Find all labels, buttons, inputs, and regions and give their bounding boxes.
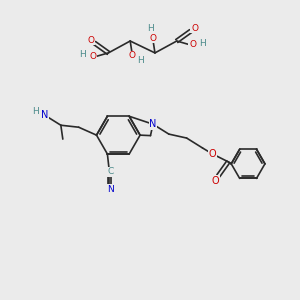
Text: O: O: [208, 149, 216, 159]
Text: O: O: [87, 35, 94, 44]
Text: N: N: [41, 110, 49, 120]
Text: H: H: [32, 107, 38, 116]
Text: O: O: [191, 24, 198, 33]
Text: O: O: [129, 51, 136, 60]
Text: H: H: [148, 24, 154, 33]
Text: O: O: [89, 52, 96, 62]
Text: H: H: [199, 38, 206, 47]
Text: N: N: [149, 119, 157, 129]
Text: H: H: [79, 50, 86, 59]
Text: N: N: [107, 185, 114, 194]
Text: O: O: [212, 176, 219, 186]
Text: O: O: [149, 34, 157, 43]
Text: C: C: [107, 167, 113, 176]
Text: O: O: [189, 40, 196, 50]
Text: H: H: [137, 56, 143, 65]
